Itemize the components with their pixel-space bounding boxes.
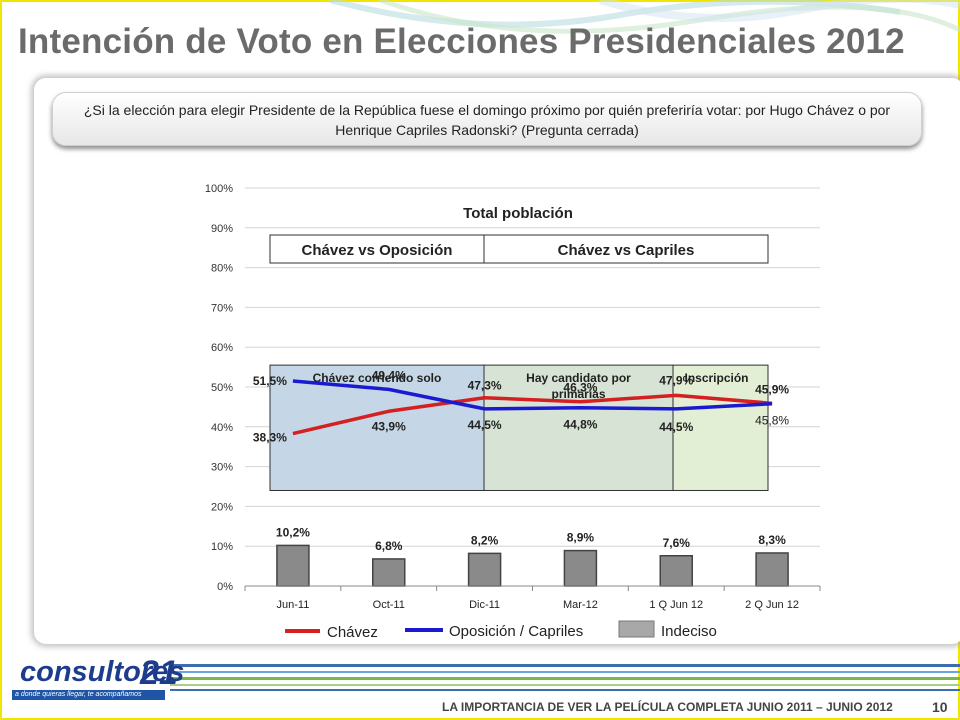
y-tick-label: 10% — [211, 541, 233, 553]
footer-caption: LA IMPORTANCIA DE VER LA PELÍCULA COMPLE… — [442, 700, 893, 714]
y-tick-label: 40% — [211, 422, 233, 434]
indeciso-bar — [276, 544, 310, 587]
x-tick-label: Mar-12 — [563, 599, 598, 611]
section-header-label: Chávez vs Capriles — [558, 242, 695, 259]
question-box: ¿Si la elección para elegir Presidente d… — [52, 92, 922, 146]
x-tick-label: Jun-11 — [277, 599, 310, 611]
phase-region — [483, 364, 674, 491]
phase-label: primarias — [551, 387, 605, 401]
y-tick-label: 70% — [211, 302, 233, 314]
chart-card — [34, 78, 960, 644]
slide-title: Intención de Voto en Elecciones Presiden… — [18, 22, 905, 61]
legend-indeciso-swatch — [618, 620, 655, 638]
indeciso-value-label: 6,8% — [375, 539, 403, 553]
indeciso-bar — [755, 552, 789, 587]
y-tick-label: 50% — [211, 382, 233, 394]
page-number: 10 — [932, 699, 948, 715]
y-tick-label: 60% — [211, 342, 233, 354]
indeciso-bar — [659, 555, 693, 587]
logo-number: 21 — [140, 654, 178, 692]
chavez-value-label: 46,3% — [563, 381, 597, 395]
section-header-box — [269, 234, 485, 264]
phase-region — [672, 364, 769, 491]
legend-chavez-label: Chávez — [327, 624, 378, 641]
x-tick-label: Dic-11 — [469, 599, 500, 611]
chavez-value-label: 47,9% — [659, 373, 693, 387]
footer-stripes — [170, 664, 960, 691]
section-header-box — [483, 234, 769, 264]
phase-label: Inscripción — [684, 371, 748, 385]
chavez-value-label: 47,3% — [468, 379, 502, 393]
indeciso-bar — [563, 549, 598, 587]
x-tick-label: Oct-11 — [373, 599, 405, 611]
x-tick-label: 2 Q Jun 12 — [745, 599, 799, 611]
consultores21-logo: consultores 21 a donde quieras llegar, t… — [12, 654, 187, 700]
indeciso-value-label: 7,6% — [663, 536, 691, 550]
indeciso-value-label: 8,9% — [567, 531, 595, 545]
oposicion-value-label: 44,8% — [563, 418, 597, 432]
indeciso-bar — [372, 558, 406, 587]
section-header-label: Chávez vs Oposición — [302, 242, 453, 259]
y-tick-label: 80% — [211, 263, 233, 275]
header-swoosh-decoration — [329, 0, 960, 34]
y-tick-label: 30% — [211, 462, 233, 474]
indeciso-value-label: 8,2% — [471, 533, 499, 547]
y-tick-label: 90% — [211, 223, 233, 235]
oposicion-value-label: 44,5% — [468, 418, 502, 432]
chavez-line — [292, 393, 773, 436]
legend-indeciso-label: Indeciso — [661, 623, 717, 640]
oposicion-value-label: 44,5% — [659, 420, 693, 434]
phase-region — [269, 364, 485, 491]
question-line-2: Henrique Capriles Radonski? (Pregunta ce… — [335, 122, 639, 138]
question-line-1: ¿Si la elección para elegir Presidente d… — [83, 102, 891, 118]
phase-label: Chávez corriendo solo — [313, 371, 442, 385]
logo-wordmark: consultores — [20, 656, 185, 688]
chavez-value-label: 45,9% — [755, 382, 789, 396]
indeciso-value-label: 8,3% — [758, 533, 786, 547]
y-tick-label: 20% — [211, 501, 233, 513]
indeciso-value-label: 10,2% — [276, 525, 310, 539]
oposicion-value-label: 51,5% — [253, 374, 287, 388]
indeciso-bar — [467, 552, 502, 587]
y-tick-label: 100% — [205, 183, 233, 195]
legend-oposicion-label: Oposición / Capriles — [449, 623, 583, 640]
chavez-value-label: 38,3% — [253, 431, 287, 445]
x-tick-label: 1 Q Jun 12 — [649, 599, 703, 611]
oposicion-value-label: 49,4% — [372, 368, 406, 382]
chavez-value-label: 43,9% — [372, 419, 406, 433]
oposicion-line — [292, 379, 773, 411]
oposicion-value-label: 45,8% — [755, 414, 789, 428]
chart-title: Total población — [463, 205, 573, 222]
y-tick-label: 0% — [217, 581, 233, 593]
logo-tagline: a donde quieras llegar, te acompañamos — [12, 690, 165, 700]
phase-label: Hay candidato por — [526, 371, 631, 385]
